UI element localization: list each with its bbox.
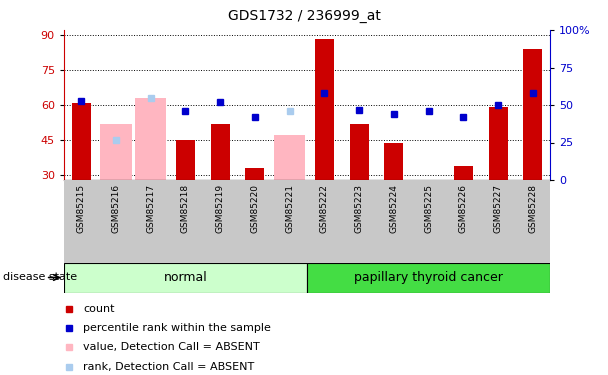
FancyBboxPatch shape <box>64 262 307 292</box>
Text: GSM85216: GSM85216 <box>111 184 120 233</box>
Text: GSM85219: GSM85219 <box>216 184 225 233</box>
Text: percentile rank within the sample: percentile rank within the sample <box>83 323 271 333</box>
Text: GSM85215: GSM85215 <box>77 184 86 233</box>
Bar <box>246 168 264 180</box>
Text: GSM85226: GSM85226 <box>459 184 468 233</box>
Text: papillary thyroid cancer: papillary thyroid cancer <box>354 271 503 284</box>
Text: GSM85228: GSM85228 <box>528 184 537 233</box>
Text: GSM85218: GSM85218 <box>181 184 190 233</box>
Bar <box>489 107 508 180</box>
Bar <box>274 135 305 180</box>
Bar <box>350 124 368 180</box>
Text: GSM85225: GSM85225 <box>424 184 433 233</box>
Text: GSM85224: GSM85224 <box>389 184 398 233</box>
Text: disease state: disease state <box>3 273 77 282</box>
Text: value, Detection Call = ABSENT: value, Detection Call = ABSENT <box>83 342 260 352</box>
Text: rank, Detection Call = ABSENT: rank, Detection Call = ABSENT <box>83 362 255 372</box>
Bar <box>135 98 167 180</box>
Text: GSM85223: GSM85223 <box>354 184 364 233</box>
Bar <box>100 124 131 180</box>
Bar <box>176 140 195 180</box>
Text: GDS1732 / 236999_at: GDS1732 / 236999_at <box>227 9 381 23</box>
FancyBboxPatch shape <box>307 262 550 292</box>
Text: GSM85220: GSM85220 <box>250 184 260 233</box>
Text: GSM85227: GSM85227 <box>494 184 503 233</box>
Bar <box>72 103 91 180</box>
Text: count: count <box>83 304 115 314</box>
Text: GSM85221: GSM85221 <box>285 184 294 233</box>
Text: GSM85217: GSM85217 <box>146 184 155 233</box>
Text: GSM85222: GSM85222 <box>320 184 329 233</box>
Bar <box>210 124 230 180</box>
Text: normal: normal <box>164 271 207 284</box>
Bar <box>315 39 334 180</box>
Bar <box>454 166 473 180</box>
Bar <box>384 142 404 180</box>
Bar <box>523 49 542 180</box>
